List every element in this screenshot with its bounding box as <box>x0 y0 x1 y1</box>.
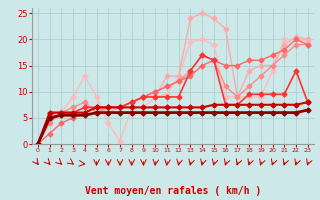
Text: Vent moyen/en rafales ( km/h ): Vent moyen/en rafales ( km/h ) <box>85 186 261 196</box>
